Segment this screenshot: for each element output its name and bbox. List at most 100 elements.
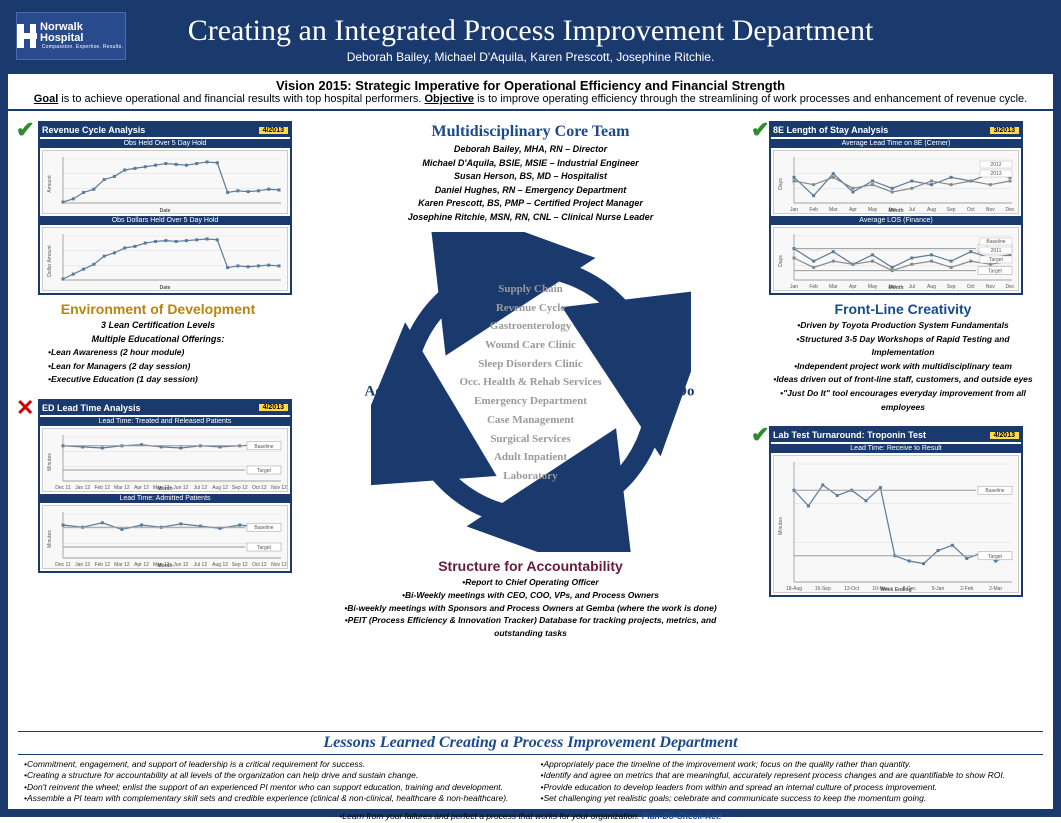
env-sub2: Multiple Educational Offerings: [18, 333, 298, 347]
svg-text:Apr: Apr [849, 207, 857, 213]
mini-chart: BaselineTargetDec 11Jan 12Feb 12Mar 12Ap… [42, 505, 288, 569]
body-grid: ✔ Revenue Cycle Analysis4/2013 Obs Held … [8, 111, 1053, 731]
svg-text:Nov 12: Nov 12 [271, 485, 287, 491]
svg-text:18-Aug: 18-Aug [786, 586, 802, 592]
svg-text:Jun 12: Jun 12 [173, 485, 188, 491]
lessons-title: Lessons Learned Creating a Process Impro… [18, 731, 1043, 755]
svg-text:Dec 11: Dec 11 [55, 562, 71, 568]
svg-text:5-Jan: 5-Jan [932, 586, 945, 592]
lessons-left: •Commitment, engagement, and support of … [24, 759, 521, 805]
pdca-tag: Plan-Do-Check-Act! [642, 811, 722, 821]
env-sub1: 3 Lean Certification Levels [18, 319, 298, 333]
svg-text:Oct: Oct [967, 207, 975, 213]
chart-subtitle: Lead Time: Treated and Released Patients [40, 417, 290, 426]
revenue-cycle-chart: Revenue Cycle Analysis4/2013 Obs Held Ov… [38, 121, 292, 295]
svg-text:2-Feb: 2-Feb [960, 586, 973, 592]
svg-text:Month: Month [889, 208, 904, 213]
svg-text:May: May [868, 207, 878, 213]
check-icon: ✔ [751, 117, 769, 143]
pdca-check-label: Check [510, 521, 551, 538]
pdca-cycle: Plan Do Check Act Supply ChainRevenue Cy… [371, 232, 691, 552]
svg-text:Days: Days [778, 178, 784, 190]
chart-date: 4/2013 [259, 127, 288, 134]
svg-text:Date: Date [160, 208, 171, 213]
svg-text:Baseline: Baseline [985, 488, 1004, 494]
svg-text:Mar 12: Mar 12 [114, 485, 130, 491]
svg-text:Nov: Nov [986, 284, 995, 290]
svg-text:Jan 12: Jan 12 [75, 562, 90, 568]
chart-title: 8E Length of Stay Analysis [773, 125, 888, 135]
objective-text: is to improve operating efficiency throu… [474, 93, 1027, 105]
svg-text:Sep 12: Sep 12 [232, 562, 248, 568]
svg-text:Feb 12: Feb 12 [94, 562, 110, 568]
svg-text:Dollar Amount: Dollar Amount [47, 245, 53, 277]
accountability-title: Structure for Accountability [298, 558, 763, 574]
logo-text: Norwalk Hospital [40, 22, 125, 44]
team-list: Deborah Bailey, MHA, RN – DirectorMichae… [298, 143, 763, 224]
x-icon: ✕ [16, 395, 34, 421]
goal-line: Goal is to achieve operational and finan… [28, 93, 1033, 105]
logo-h-icon [17, 24, 36, 48]
svg-text:Mar: Mar [829, 284, 838, 290]
logo-tagline: Compassion. Expertise. Results. [40, 44, 125, 50]
mini-chart: JanFebMarAprMayJunJulAugSepOctNovDecDays… [773, 150, 1019, 214]
svg-text:Amount: Amount [47, 175, 53, 193]
lab-turnaround-chart: Lab Test Turnaround: Troponin Test4/2013… [769, 426, 1023, 597]
svg-text:Minutes: Minutes [47, 530, 53, 548]
chart-subtitle: Lead Time: Receive to Result [771, 444, 1021, 453]
chart-title: ED Lead Time Analysis [42, 403, 141, 413]
check-icon: ✔ [751, 422, 769, 448]
chart-date: 4/2013 [259, 404, 288, 411]
mini-chart: BaselineTargetJanFebMarAprMayJunJulAugSe… [773, 227, 1019, 291]
env-bullets: •Lean Awareness (2 hour module)•Lean for… [18, 346, 298, 387]
svg-text:Month: Month [158, 486, 173, 491]
svg-text:Oct: Oct [967, 284, 975, 290]
lessons-body: •Commitment, engagement, and support of … [8, 755, 1053, 809]
svg-text:Target: Target [989, 257, 1004, 263]
svg-text:Jan: Jan [790, 284, 798, 290]
pdca-plan-label: Plan [516, 250, 545, 267]
lessons-footer-text: •Learn from your failures and perfect a … [339, 811, 642, 821]
authors: Deborah Bailey, Michael D'Aquila, Karen … [8, 50, 1053, 64]
los-chart: 8E Length of Stay Analysis3/2013 Average… [769, 121, 1023, 295]
chart-subtitle: Lead Time: Admitted Patients [40, 494, 290, 503]
page-title: Creating an Integrated Process Improveme… [8, 14, 1053, 48]
left-column: ✔ Revenue Cycle Analysis4/2013 Obs Held … [18, 117, 298, 731]
svg-text:Date: Date [160, 285, 171, 290]
pdca-act-label: Act [365, 384, 388, 401]
goal-label: Goal [34, 93, 58, 105]
svg-text:Aug: Aug [927, 207, 936, 213]
svg-text:Apr 12: Apr 12 [134, 485, 149, 491]
svg-text:2013: 2013 [990, 171, 1001, 177]
svg-text:Jan 12: Jan 12 [75, 485, 90, 491]
svg-text:Jul 12: Jul 12 [194, 562, 208, 568]
chart-subtitle: Average LOS (Finance) [771, 216, 1021, 225]
svg-text:Nov 12: Nov 12 [271, 562, 287, 568]
check-icon: ✔ [16, 117, 34, 143]
svg-text:Days: Days [778, 255, 784, 267]
poster: Norwalk Hospital Compassion. Expertise. … [0, 0, 1061, 817]
creativity-bullets: •Driven by Toyota Production System Fund… [763, 319, 1043, 414]
svg-text:Aug: Aug [927, 284, 936, 290]
header: Norwalk Hospital Compassion. Expertise. … [8, 8, 1053, 74]
chart-subtitle: Obs Held Over 5 Day Hold [40, 139, 290, 148]
subheader: Vision 2015: Strategic Imperative for Op… [8, 74, 1053, 111]
svg-text:Jan: Jan [790, 207, 798, 213]
svg-text:Baseline: Baseline [254, 525, 273, 531]
svg-text:Baseline: Baseline [254, 444, 273, 450]
right-column: ✔ 8E Length of Stay Analysis3/2013 Avera… [763, 117, 1043, 731]
svg-text:2-Mar: 2-Mar [989, 586, 1002, 592]
svg-text:Apr: Apr [849, 284, 857, 290]
svg-text:Feb 12: Feb 12 [94, 485, 110, 491]
chart-subtitle: Obs Dollars Held Over 5 Day Hold [40, 216, 290, 225]
svg-text:15-Sep: 15-Sep [815, 586, 831, 592]
hospital-logo: Norwalk Hospital Compassion. Expertise. … [16, 12, 126, 60]
svg-text:Jun 12: Jun 12 [173, 562, 188, 568]
creativity-title: Front-Line Creativity [763, 301, 1043, 317]
svg-text:Jul 12: Jul 12 [194, 485, 208, 491]
pdca-do-label: Do [676, 384, 694, 401]
svg-text:Minutes: Minutes [47, 453, 53, 471]
environment-title: Environment of Development [18, 301, 298, 317]
mini-chart: Dollar Amount Date [42, 227, 288, 291]
center-column: Multidisciplinary Core Team Deborah Bail… [298, 117, 763, 731]
